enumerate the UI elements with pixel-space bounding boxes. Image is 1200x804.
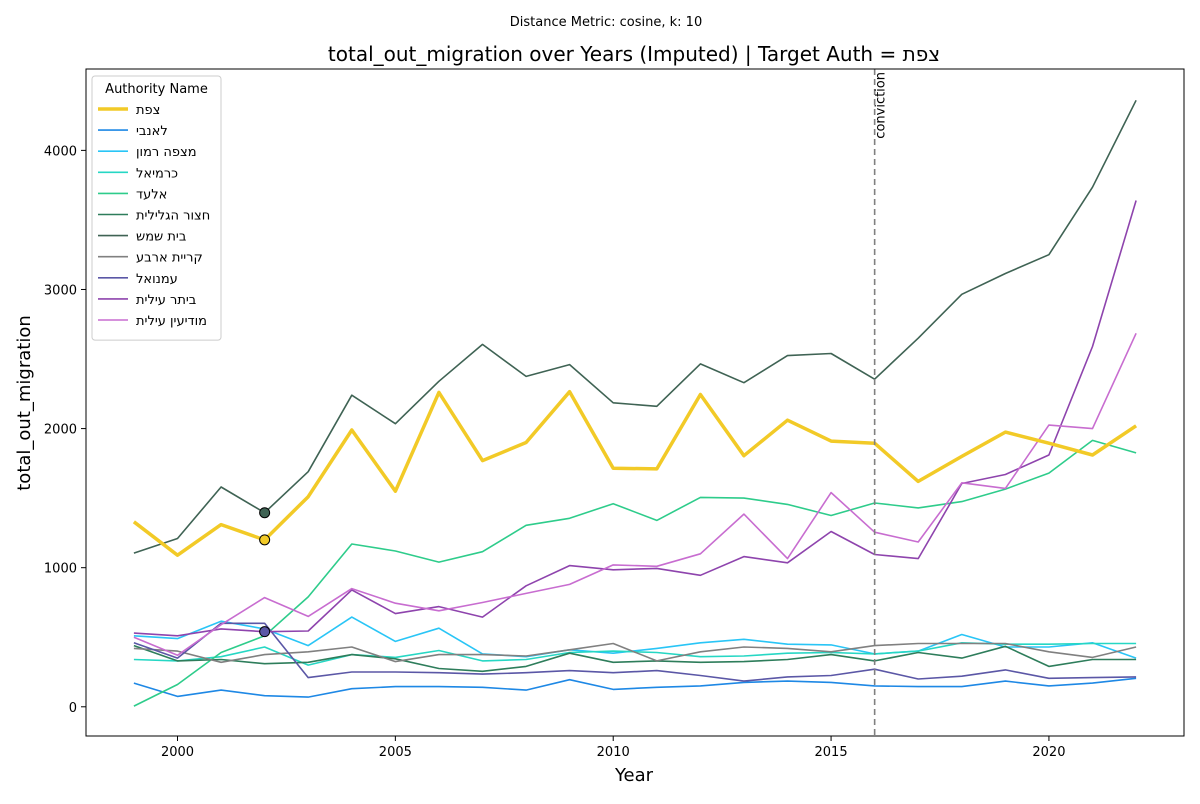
- series-line: [133, 200, 1137, 637]
- chart-title: total_out_migration over Years (Imputed)…: [328, 42, 940, 66]
- x-tick-label: 2010: [597, 745, 630, 760]
- data-point-marker: [259, 626, 271, 638]
- legend-box: [91, 75, 222, 341]
- legend-label: בית שמש: [136, 230, 186, 245]
- data-point-marker: [259, 534, 271, 546]
- x-tick-label: 2005: [379, 745, 412, 760]
- y-tick-label: 1000: [44, 562, 77, 577]
- series-line: [133, 622, 1137, 682]
- legend: Authority Name צפת לאנבי מצפה רמון כרמיאל אלע…: [91, 75, 222, 341]
- series-line: [133, 332, 1137, 657]
- x-axis-label: Year: [614, 765, 654, 786]
- legend-label: קריית ארבע: [136, 251, 203, 266]
- plot-frame: [85, 68, 1185, 737]
- y-tick-label: 0: [69, 701, 77, 716]
- legend-label: חצור הגלילית: [136, 209, 210, 224]
- data-point-marker: [259, 507, 271, 519]
- series-line: [133, 644, 1137, 673]
- legend-label: צפת: [136, 103, 160, 118]
- series-line: [133, 677, 1137, 698]
- series-lines: [132, 99, 1138, 707]
- x-tick-label: 2000: [161, 745, 194, 760]
- legend-label: מצפה רמון: [136, 145, 197, 160]
- x-tick-label: 2020: [1032, 745, 1065, 760]
- series-line: [133, 439, 1137, 707]
- y-tick-label: 4000: [44, 144, 77, 159]
- y-tick-label: 2000: [44, 423, 77, 438]
- legend-label: לאנבי: [136, 124, 168, 139]
- series-line: [133, 99, 1137, 554]
- y-tick-label: 3000: [44, 283, 77, 298]
- vline-label: conviction: [874, 72, 889, 139]
- legend-label: ביתר עילית: [136, 293, 196, 308]
- chart-suptitle: Distance Metric: cosine, k: 10: [510, 15, 702, 30]
- plot-area: 2000 2005 2010 2015 2020 0 1000 2000 3000 4000 con…: [44, 68, 1185, 760]
- series-line: [133, 616, 1137, 659]
- y-axis-label: total_out_migration: [14, 315, 35, 491]
- series-line: [133, 642, 1137, 664]
- legend-title: Authority Name: [105, 82, 208, 97]
- legend-label: כרמיאל: [136, 166, 178, 181]
- legend-label: מודיעין עילית: [136, 314, 207, 329]
- series-line: [132, 389, 1138, 557]
- legend-label: אלעד: [136, 187, 167, 202]
- legend-label: עמנואל: [136, 272, 178, 287]
- x-tick-label: 2015: [815, 745, 848, 760]
